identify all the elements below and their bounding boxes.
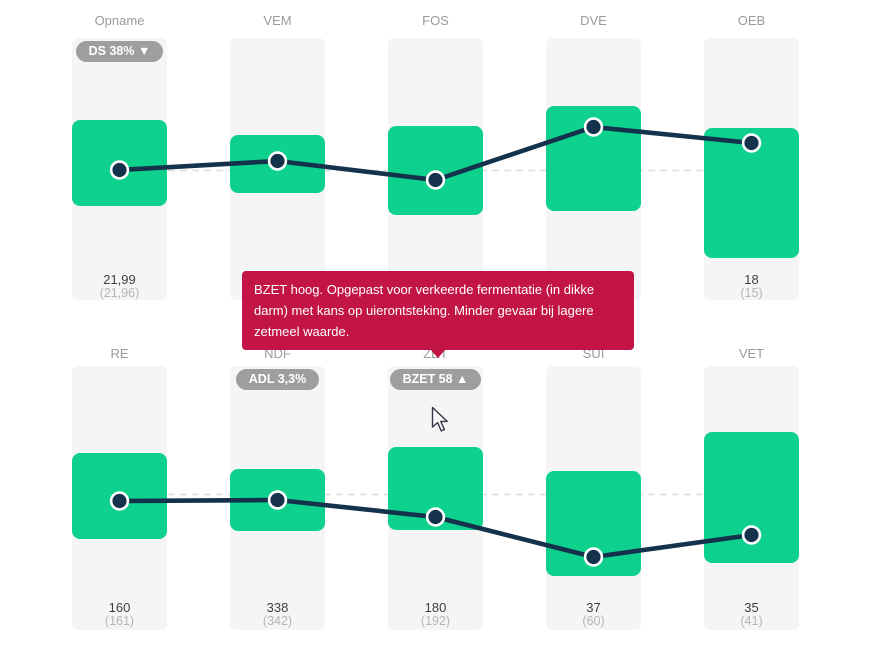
adl-badge[interactable]: ADL 3,3%: [235, 369, 320, 390]
column-reference-value: (192): [420, 614, 451, 628]
column-value: 338: [266, 600, 289, 615]
column-header: OEB: [737, 13, 766, 28]
column-values: 18 (15): [704, 273, 799, 300]
data-point-marker-dve[interactable]: [583, 117, 604, 137]
column-header: DVE: [580, 13, 607, 28]
data-point-marker-opname[interactable]: [109, 160, 130, 180]
column-values: 338 (342): [230, 601, 325, 628]
column-values: 180 (192): [388, 601, 483, 628]
column-value: 37: [586, 600, 601, 615]
column-value: 180: [424, 600, 447, 615]
data-point-marker-re[interactable]: [109, 491, 130, 511]
column-reference-value: (21,96): [99, 286, 140, 300]
bzet-badge[interactable]: BZET 58 ▲: [389, 369, 482, 390]
data-point-marker-fos[interactable]: [425, 170, 446, 190]
tooltip-text: BZET hoog. Opgepast voor verkeerde ferme…: [254, 282, 595, 339]
column-header: RE: [110, 346, 129, 361]
data-point-marker-sui[interactable]: [583, 547, 604, 567]
column-header: VEM: [263, 13, 292, 28]
data-point-marker-zet[interactable]: [425, 507, 446, 527]
column-value: 35: [744, 600, 759, 615]
column-header: FOS: [422, 13, 449, 28]
mouse-cursor: [431, 406, 448, 432]
column-reference-value: (161): [104, 614, 135, 628]
tooltip-caret: [430, 349, 446, 358]
column-values: 160 (161): [72, 601, 167, 628]
column-values: 21,99 (21,96): [72, 273, 167, 300]
data-point-marker-oeb[interactable]: [741, 133, 762, 153]
column-reference-value: (41): [740, 614, 763, 628]
column-header: Opname: [94, 13, 145, 28]
data-point-marker-vem[interactable]: [267, 151, 288, 171]
column-value: 18: [744, 272, 759, 287]
column-header: VET: [738, 346, 765, 361]
data-point-marker-vet[interactable]: [741, 525, 762, 545]
column-reference-value: (60): [582, 614, 605, 628]
column-values: 37 (60): [546, 601, 641, 628]
column-value: 21,99: [103, 272, 136, 287]
bzet-warning-tooltip: BZET hoog. Opgepast voor verkeerde ferme…: [242, 271, 634, 358]
ds-badge[interactable]: DS 38% ▼: [75, 41, 164, 62]
column-value: 160: [108, 600, 131, 615]
column-reference-value: (15): [740, 286, 763, 300]
column-reference-value: (342): [262, 614, 293, 628]
chart-column-dve: DVE: [546, 0, 641, 330]
column-values: 35 (41): [704, 601, 799, 628]
data-point-marker-ndf[interactable]: [267, 490, 288, 510]
chart-column-sui: SUI 37 (60): [546, 330, 641, 655]
